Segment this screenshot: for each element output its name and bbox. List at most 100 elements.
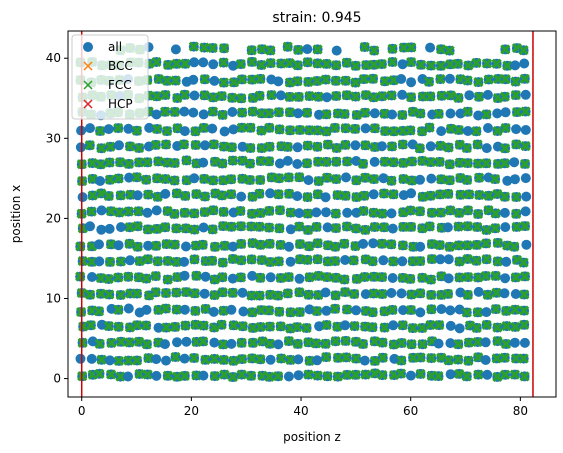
- point-fcc: [124, 238, 135, 249]
- point-fcc: [454, 272, 465, 283]
- point-fcc: [406, 57, 417, 68]
- point-all: [415, 174, 425, 185]
- point-all: [483, 123, 493, 133]
- point-fcc: [332, 371, 343, 382]
- point-fcc: [455, 189, 466, 200]
- point-all: [172, 337, 182, 348]
- point-fcc: [341, 57, 352, 68]
- point-fcc: [198, 122, 209, 133]
- point-fcc: [407, 323, 418, 334]
- point-all: [445, 305, 456, 316]
- point-fcc: [462, 158, 473, 169]
- point-fcc: [445, 59, 456, 70]
- point-fcc: [302, 57, 313, 68]
- point-fcc: [443, 188, 454, 199]
- point-all: [320, 192, 331, 203]
- point-fcc: [510, 272, 521, 283]
- point-all: [132, 190, 143, 201]
- point-fcc: [160, 173, 171, 185]
- point-fcc: [499, 91, 510, 102]
- point-fcc: [181, 287, 192, 298]
- point-all: [86, 353, 97, 364]
- point-fcc: [471, 57, 482, 68]
- point-fcc: [425, 60, 437, 71]
- point-fcc: [301, 322, 312, 334]
- point-fcc: [216, 319, 227, 330]
- point-all: [321, 207, 331, 218]
- point-fcc: [311, 338, 322, 349]
- point-fcc: [462, 205, 474, 216]
- point-fcc: [247, 307, 258, 318]
- point-fcc: [473, 208, 484, 220]
- point-fcc: [473, 272, 484, 283]
- point-all: [228, 60, 239, 71]
- point-all: [397, 59, 408, 70]
- point-fcc: [245, 122, 256, 133]
- point-all: [85, 221, 95, 232]
- point-all: [500, 273, 511, 284]
- point-fcc: [294, 287, 305, 298]
- point-fcc: [113, 272, 124, 283]
- point-fcc: [301, 158, 313, 169]
- point-fcc: [312, 58, 323, 69]
- point-fcc: [227, 155, 238, 166]
- point-fcc: [369, 221, 380, 233]
- point-fcc: [492, 322, 503, 333]
- point-fcc: [377, 352, 388, 363]
- point-fcc: [359, 190, 370, 201]
- point-fcc: [321, 272, 333, 283]
- point-fcc: [294, 221, 305, 232]
- point-fcc: [462, 240, 473, 251]
- point-fcc: [263, 305, 275, 316]
- point-fcc: [462, 253, 473, 265]
- point-fcc: [124, 141, 136, 152]
- point-fcc: [417, 91, 428, 102]
- point-fcc: [209, 241, 221, 252]
- point-fcc: [86, 256, 98, 267]
- point-fcc: [188, 41, 199, 52]
- point-fcc: [96, 143, 107, 154]
- point-fcc: [161, 126, 173, 137]
- point-fcc: [169, 175, 180, 186]
- point-fcc: [227, 371, 238, 383]
- point-all: [302, 44, 313, 55]
- point-all: [209, 337, 220, 348]
- point-fcc: [386, 175, 397, 186]
- point-all: [96, 224, 107, 235]
- point-fcc: [406, 339, 417, 350]
- point-all: [247, 270, 258, 281]
- legend-marker-hcp: [83, 99, 93, 109]
- point-fcc: [209, 290, 220, 301]
- point-fcc: [500, 122, 511, 134]
- point-fcc: [491, 58, 502, 69]
- point-fcc: [425, 319, 436, 331]
- point-fcc: [472, 307, 483, 318]
- point-all: [378, 173, 389, 184]
- point-fcc: [115, 336, 127, 347]
- point-fcc: [397, 240, 408, 251]
- point-fcc: [293, 44, 304, 55]
- point-fcc: [332, 190, 343, 201]
- point-fcc: [471, 239, 482, 250]
- point-fcc: [331, 90, 342, 102]
- point-fcc: [218, 175, 229, 186]
- point-fcc: [199, 173, 210, 184]
- point-all: [521, 239, 532, 250]
- point-all: [104, 223, 115, 234]
- point-fcc: [304, 91, 315, 102]
- point-fcc: [376, 238, 388, 249]
- point-fcc: [247, 238, 258, 249]
- point-fcc: [518, 45, 529, 56]
- x-axis-label: position z: [283, 430, 341, 444]
- point-all: [387, 223, 398, 234]
- point-all: [351, 305, 362, 316]
- point-fcc: [339, 238, 350, 249]
- point-fcc: [330, 303, 341, 314]
- point-fcc: [321, 126, 332, 137]
- point-fcc: [351, 175, 362, 186]
- point-fcc: [255, 73, 266, 84]
- point-fcc: [218, 141, 229, 152]
- point-fcc: [236, 369, 247, 380]
- point-all: [236, 191, 247, 202]
- point-fcc: [123, 206, 134, 217]
